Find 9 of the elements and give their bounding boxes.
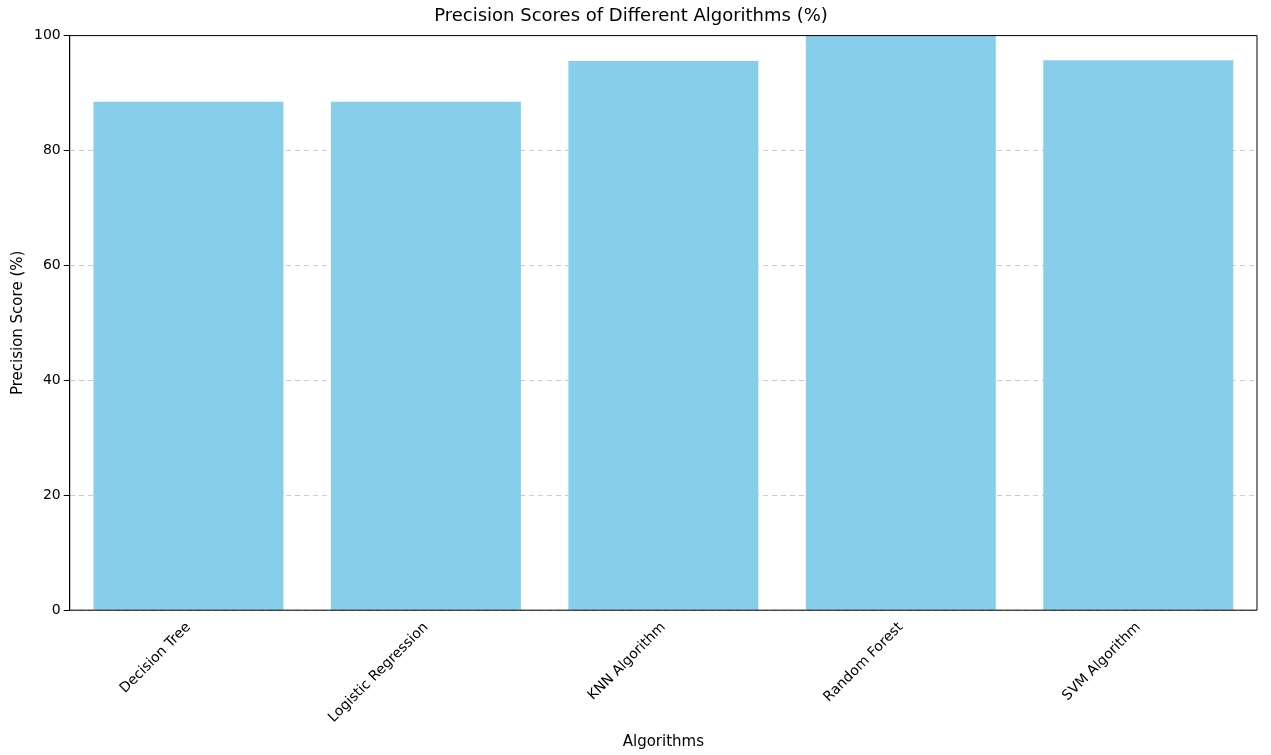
y-axis-title: Precision Score (%) — [7, 250, 26, 396]
y-tick-label: 80 — [42, 141, 61, 158]
y-tick-label: 40 — [42, 370, 61, 387]
y-tick-label: 60 — [42, 256, 61, 273]
y-tick-label: 20 — [42, 485, 61, 502]
y-tick-label: 100 — [33, 26, 61, 43]
chart-title: Precision Scores of Different Algorithms (%) — [434, 4, 828, 26]
x-axis-title: Algorithms — [622, 731, 705, 750]
y-tick-label: 0 — [51, 600, 61, 617]
